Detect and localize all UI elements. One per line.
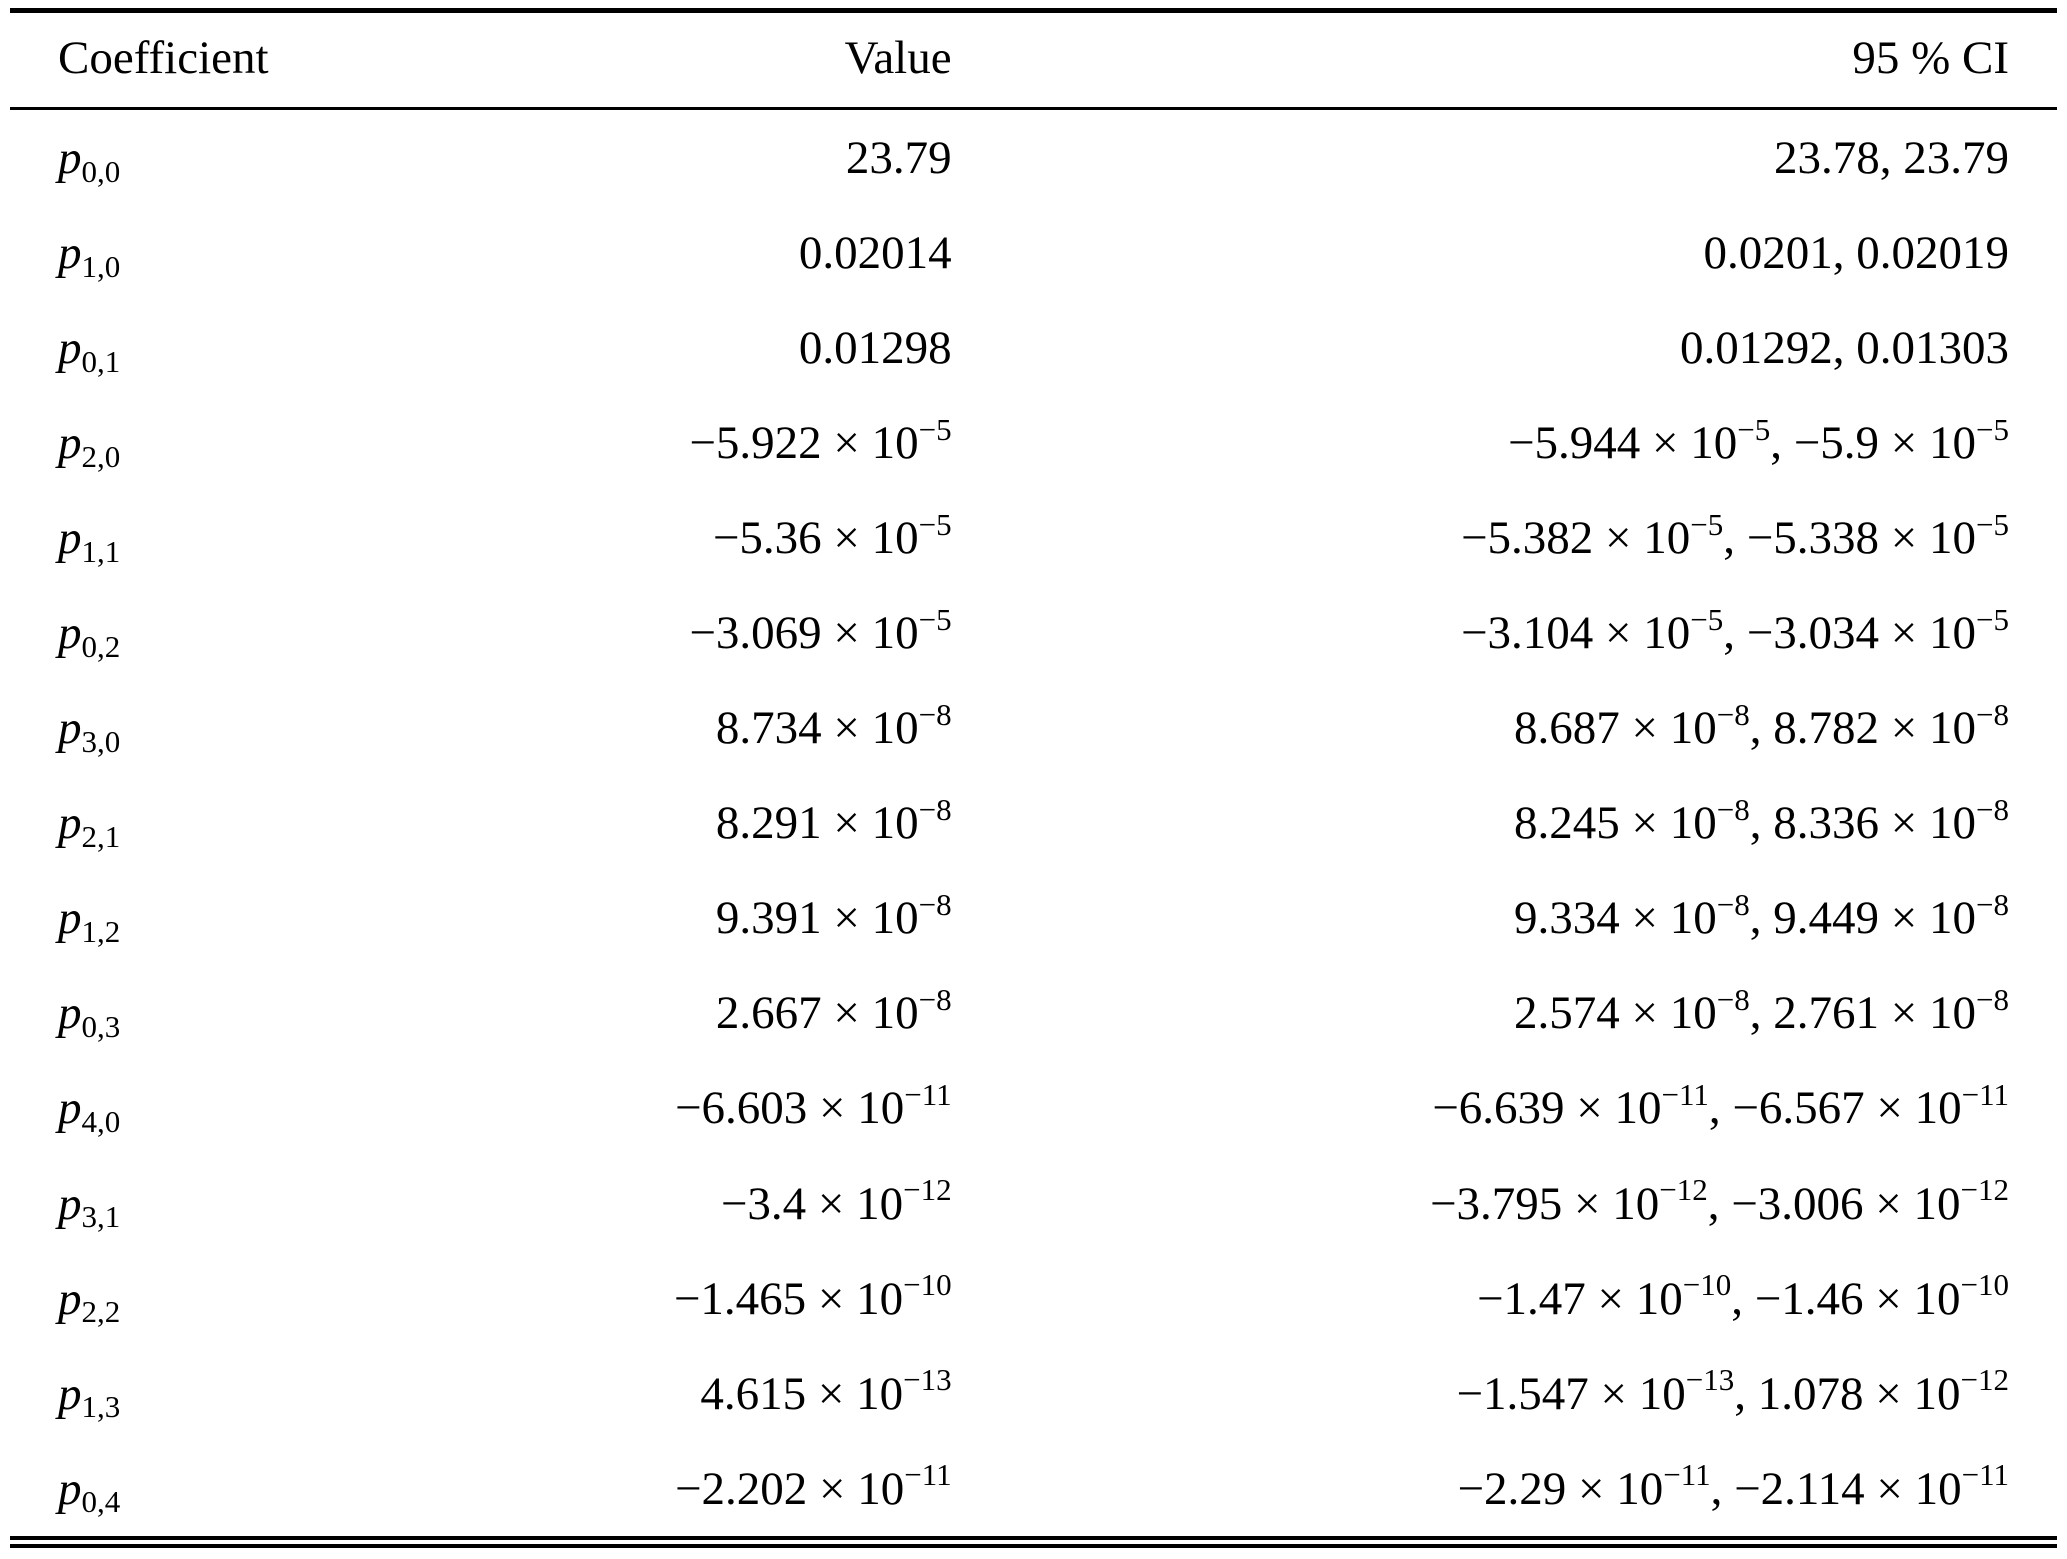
coefficient-cell: p1,3 — [58, 1367, 121, 1425]
value-cell: −6.603 × 10−11 — [674, 1076, 952, 1135]
coefficient-cell: p0,2 — [58, 607, 121, 664]
table-row: p3,0 8.734 × 10−8 8.687 × 10−8, 8.782 × 10… — [10, 680, 2057, 775]
coefficient-cell: p0,1 — [58, 322, 121, 379]
ci-cell: 0.0201, 0.02019 — [1703, 227, 2010, 280]
ci-cell: −1.547 × 10−13, 1.078 × 10−12 — [1456, 1362, 2009, 1420]
ci-cell: −2.29 × 10−11, −2.114 × 10−11 — [1457, 1457, 2009, 1515]
coefficient-cell: p3,0 — [58, 702, 121, 759]
value-cell: 0.02014 — [798, 227, 952, 280]
ci-cell: 23.78, 23.79 — [1774, 132, 2009, 184]
value-cell: 4.615 × 10−13 — [700, 1362, 952, 1420]
table-row: p1,0 0.02014 0.0201, 0.02019 — [10, 205, 2057, 300]
value-cell: 8.734 × 10−8 — [715, 696, 952, 755]
ci-cell: −5.944 × 10−5, −5.9 × 10−5 — [1507, 411, 2009, 470]
ci-cell: −1.47 × 10−10, −1.46 × 10−10 — [1476, 1266, 2009, 1325]
value-cell: −5.36 × 10−5 — [712, 506, 952, 565]
coefficient-cell: p1,1 — [58, 512, 121, 569]
value-cell: 2.667 × 10−8 — [715, 981, 952, 1040]
table-row: p2,2 −1.465 × 10−10 −1.47 × 10−10, −1.46 ×… — [10, 1251, 2057, 1346]
table-row: p0,0 23.79 23.78, 23.79 — [10, 109, 2057, 206]
table-row: p0,2 −3.069 × 10−5 −3.104 × 10−5, −3.034 ×… — [10, 585, 2057, 680]
coefficient-cell: p4,0 — [58, 1082, 121, 1140]
table-row: p1,2 9.391 × 10−8 9.334 × 10−8, 9.449 × 10… — [10, 870, 2057, 965]
table-row: p3,1 −3.4 × 10−12 −3.795 × 10−12, −3.006 ×… — [10, 1156, 2057, 1251]
table-row: p2,0 −5.922 × 10−5 −5.944 × 10−5, −5.9 × 1… — [10, 395, 2057, 490]
value-cell: 8.291 × 10−8 — [715, 791, 952, 850]
coefficient-cell: p3,1 — [58, 1177, 121, 1235]
coefficient-cell: p1,0 — [58, 227, 121, 284]
table-row: p1,3 4.615 × 10−13 −1.547 × 10−13, 1.078 ×… — [10, 1346, 2057, 1441]
coefficient-cell: p2,2 — [58, 1272, 121, 1330]
coefficient-cell: p1,2 — [58, 892, 121, 950]
ci-cell: 8.687 × 10−8, 8.782 × 10−8 — [1513, 696, 2009, 755]
header-row: Coefficient Value 95 % CI — [10, 10, 2057, 110]
column-header-ci: 95 % CI — [951, 10, 2057, 110]
coefficient-cell: p0,4 — [58, 1462, 121, 1520]
table-row: p0,1 0.01298 0.01292, 0.01303 — [10, 300, 2057, 395]
value-cell: −1.465 × 10−10 — [673, 1266, 952, 1325]
table-row: p1,1 −5.36 × 10−5 −5.382 × 10−5, −5.338 × … — [10, 490, 2057, 585]
ci-cell: −6.639 × 10−11, −6.567 × 10−11 — [1432, 1076, 2009, 1135]
table-row: p0,4 −2.202 × 10−11 −2.29 × 10−11, −2.114 … — [10, 1441, 2057, 1542]
value-cell: 9.391 × 10−8 — [715, 886, 952, 945]
ci-cell: 0.01292, 0.01303 — [1680, 322, 2009, 375]
coefficient-cell: p2,1 — [58, 797, 121, 854]
value-cell: −3.069 × 10−5 — [689, 601, 952, 660]
coefficient-cell: p2,0 — [58, 417, 121, 474]
table-body: p0,0 23.79 23.78, 23.79 p1,0 0.02014 0.0201, … — [10, 109, 2057, 1542]
value-cell: −2.202 × 10−11 — [674, 1457, 952, 1515]
value-cell: −3.4 × 10−12 — [720, 1171, 952, 1230]
ci-cell: 8.245 × 10−8, 8.336 × 10−8 — [1513, 791, 2009, 850]
ci-cell: 9.334 × 10−8, 9.449 × 10−8 — [1513, 886, 2009, 945]
ci-cell: −5.382 × 10−5, −5.338 × 10−5 — [1460, 506, 2009, 565]
table-row: p0,3 2.667 × 10−8 2.574 × 10−8, 2.761 × 10… — [10, 965, 2057, 1060]
coefficient-cell: p0,0 — [58, 132, 121, 189]
ci-cell: 2.574 × 10−8, 2.761 × 10−8 — [1513, 981, 2009, 1040]
column-header-coefficient: Coefficient — [10, 10, 379, 110]
ci-cell: −3.104 × 10−5, −3.034 × 10−5 — [1460, 601, 2009, 660]
table-row: p2,1 8.291 × 10−8 8.245 × 10−8, 8.336 × 10… — [10, 775, 2057, 870]
table-header: Coefficient Value 95 % CI — [10, 10, 2057, 110]
coefficient-cell: p0,3 — [58, 987, 121, 1045]
value-cell: 0.01298 — [798, 322, 952, 375]
column-header-value: Value — [378, 10, 952, 110]
value-cell: −5.922 × 10−5 — [689, 411, 952, 470]
table-row: p4,0 −6.603 × 10−11 −6.639 × 10−11, −6.567… — [10, 1060, 2057, 1155]
value-cell: 23.79 — [845, 132, 952, 184]
coefficients-table: Coefficient Value 95 % CI p0,0 23.79 23.78… — [10, 8, 2057, 1548]
ci-cell: −3.795 × 10−12, −3.006 × 10−12 — [1429, 1171, 2009, 1230]
